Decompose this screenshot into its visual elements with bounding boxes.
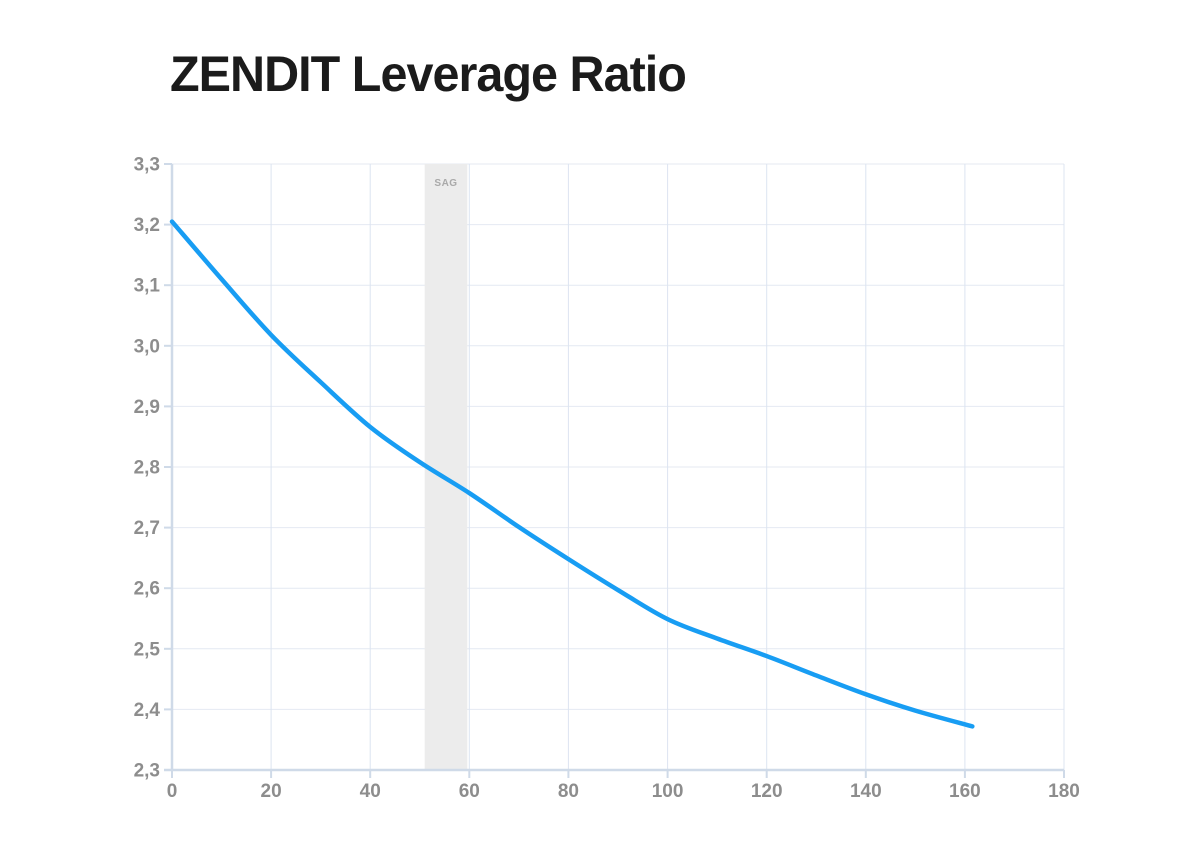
x-tick-label: 40	[360, 781, 381, 802]
sag-label: SAG	[434, 178, 457, 189]
sag-band	[424, 164, 468, 770]
y-tick-label: 2,5	[134, 639, 161, 660]
x-tick-label: 60	[459, 781, 480, 802]
x-tick-label: 160	[949, 781, 981, 802]
x-tick-label: 140	[850, 781, 882, 802]
y-tick-label: 2,9	[134, 397, 160, 418]
x-tick-label: 0	[167, 781, 178, 802]
y-tick-label: 2,8	[134, 458, 160, 479]
leverage-curve	[169, 219, 975, 729]
y-tick-label: 2,6	[134, 579, 160, 600]
y-tick-label: 2,4	[134, 700, 161, 721]
x-tick-label: 120	[751, 781, 783, 802]
y-tick-label: 2,3	[134, 761, 160, 782]
y-tick-label: 3,2	[134, 215, 160, 236]
x-tick-label: 180	[1048, 781, 1080, 802]
y-tick-label: 2,7	[134, 518, 160, 539]
chart-title: ZENDIT Leverage Ratio	[170, 46, 687, 102]
y-tick-label: 3,0	[134, 336, 160, 357]
y-tick-label: 3,1	[134, 276, 161, 297]
x-tick-label: 100	[652, 781, 684, 802]
x-tick-label: 80	[558, 781, 579, 802]
x-tick-label: 20	[261, 781, 282, 802]
y-tick-label: 3,3	[134, 155, 160, 176]
